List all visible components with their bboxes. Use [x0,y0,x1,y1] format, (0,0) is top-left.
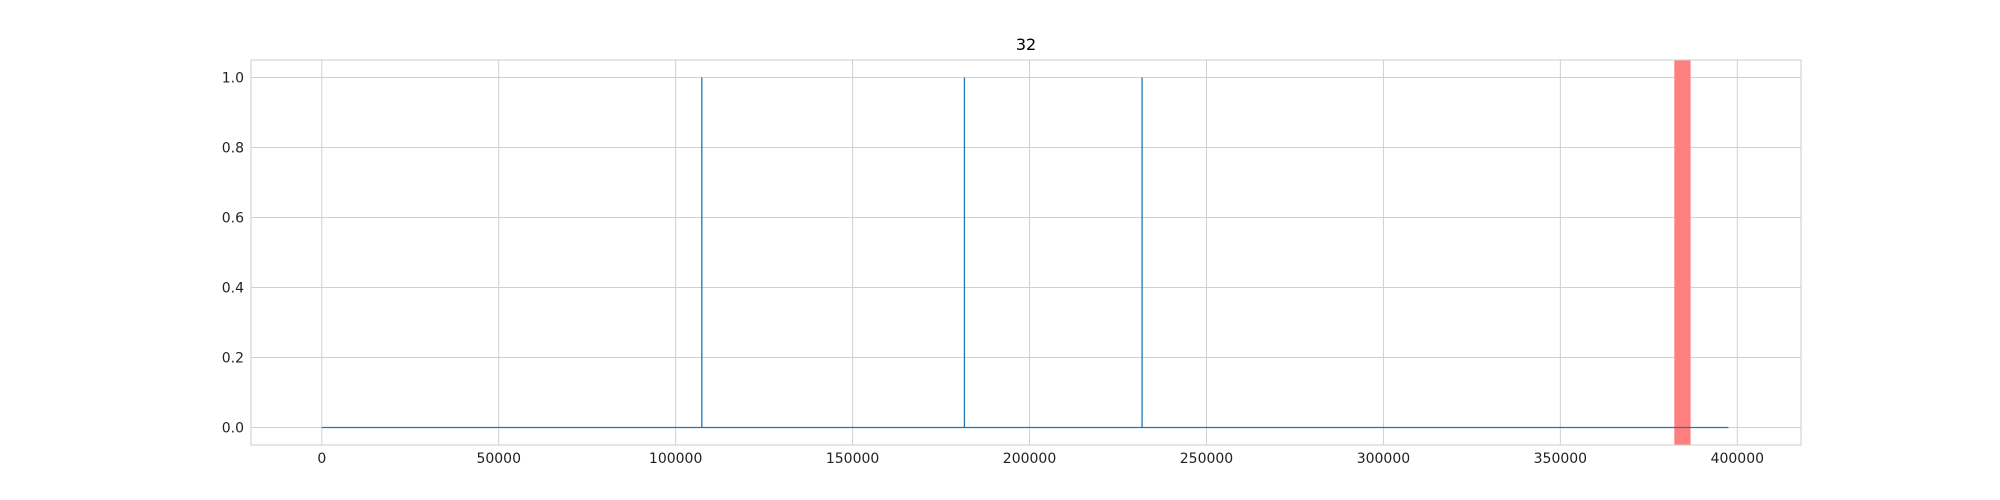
y-tick-label: 0.6 [222,211,244,227]
grid-layer [251,60,1801,445]
y-tick-label: 0.8 [222,141,244,157]
x-tick-label: 150000 [826,451,879,467]
series-layer [321,77,1729,429]
highlight-layer [1674,60,1691,445]
x-tick-label: 100000 [649,451,702,467]
y-tick-label: 0.2 [222,351,244,367]
chart-title: 32 [1016,35,1036,54]
x-tick-label: 300000 [1357,451,1410,467]
highlight-span [1674,60,1691,445]
x-tick-label: 400000 [1711,451,1764,467]
y-tick-label: 0.4 [222,281,244,297]
axes-frame [250,59,1802,446]
x-tick-label: 200000 [1003,451,1056,467]
x-tick-label: 0 [317,451,326,467]
x-tick-label: 350000 [1534,451,1587,467]
y-tick-label: 0.0 [222,421,244,437]
x-tick-label: 50000 [476,451,521,467]
series-line [321,77,1729,429]
x-tick-label: 250000 [1180,451,1233,467]
y-tick-label: 1.0 [222,71,244,87]
tick-labels: 0 50000 100000 150000 200000 250000 300000 3500… [222,71,1764,468]
